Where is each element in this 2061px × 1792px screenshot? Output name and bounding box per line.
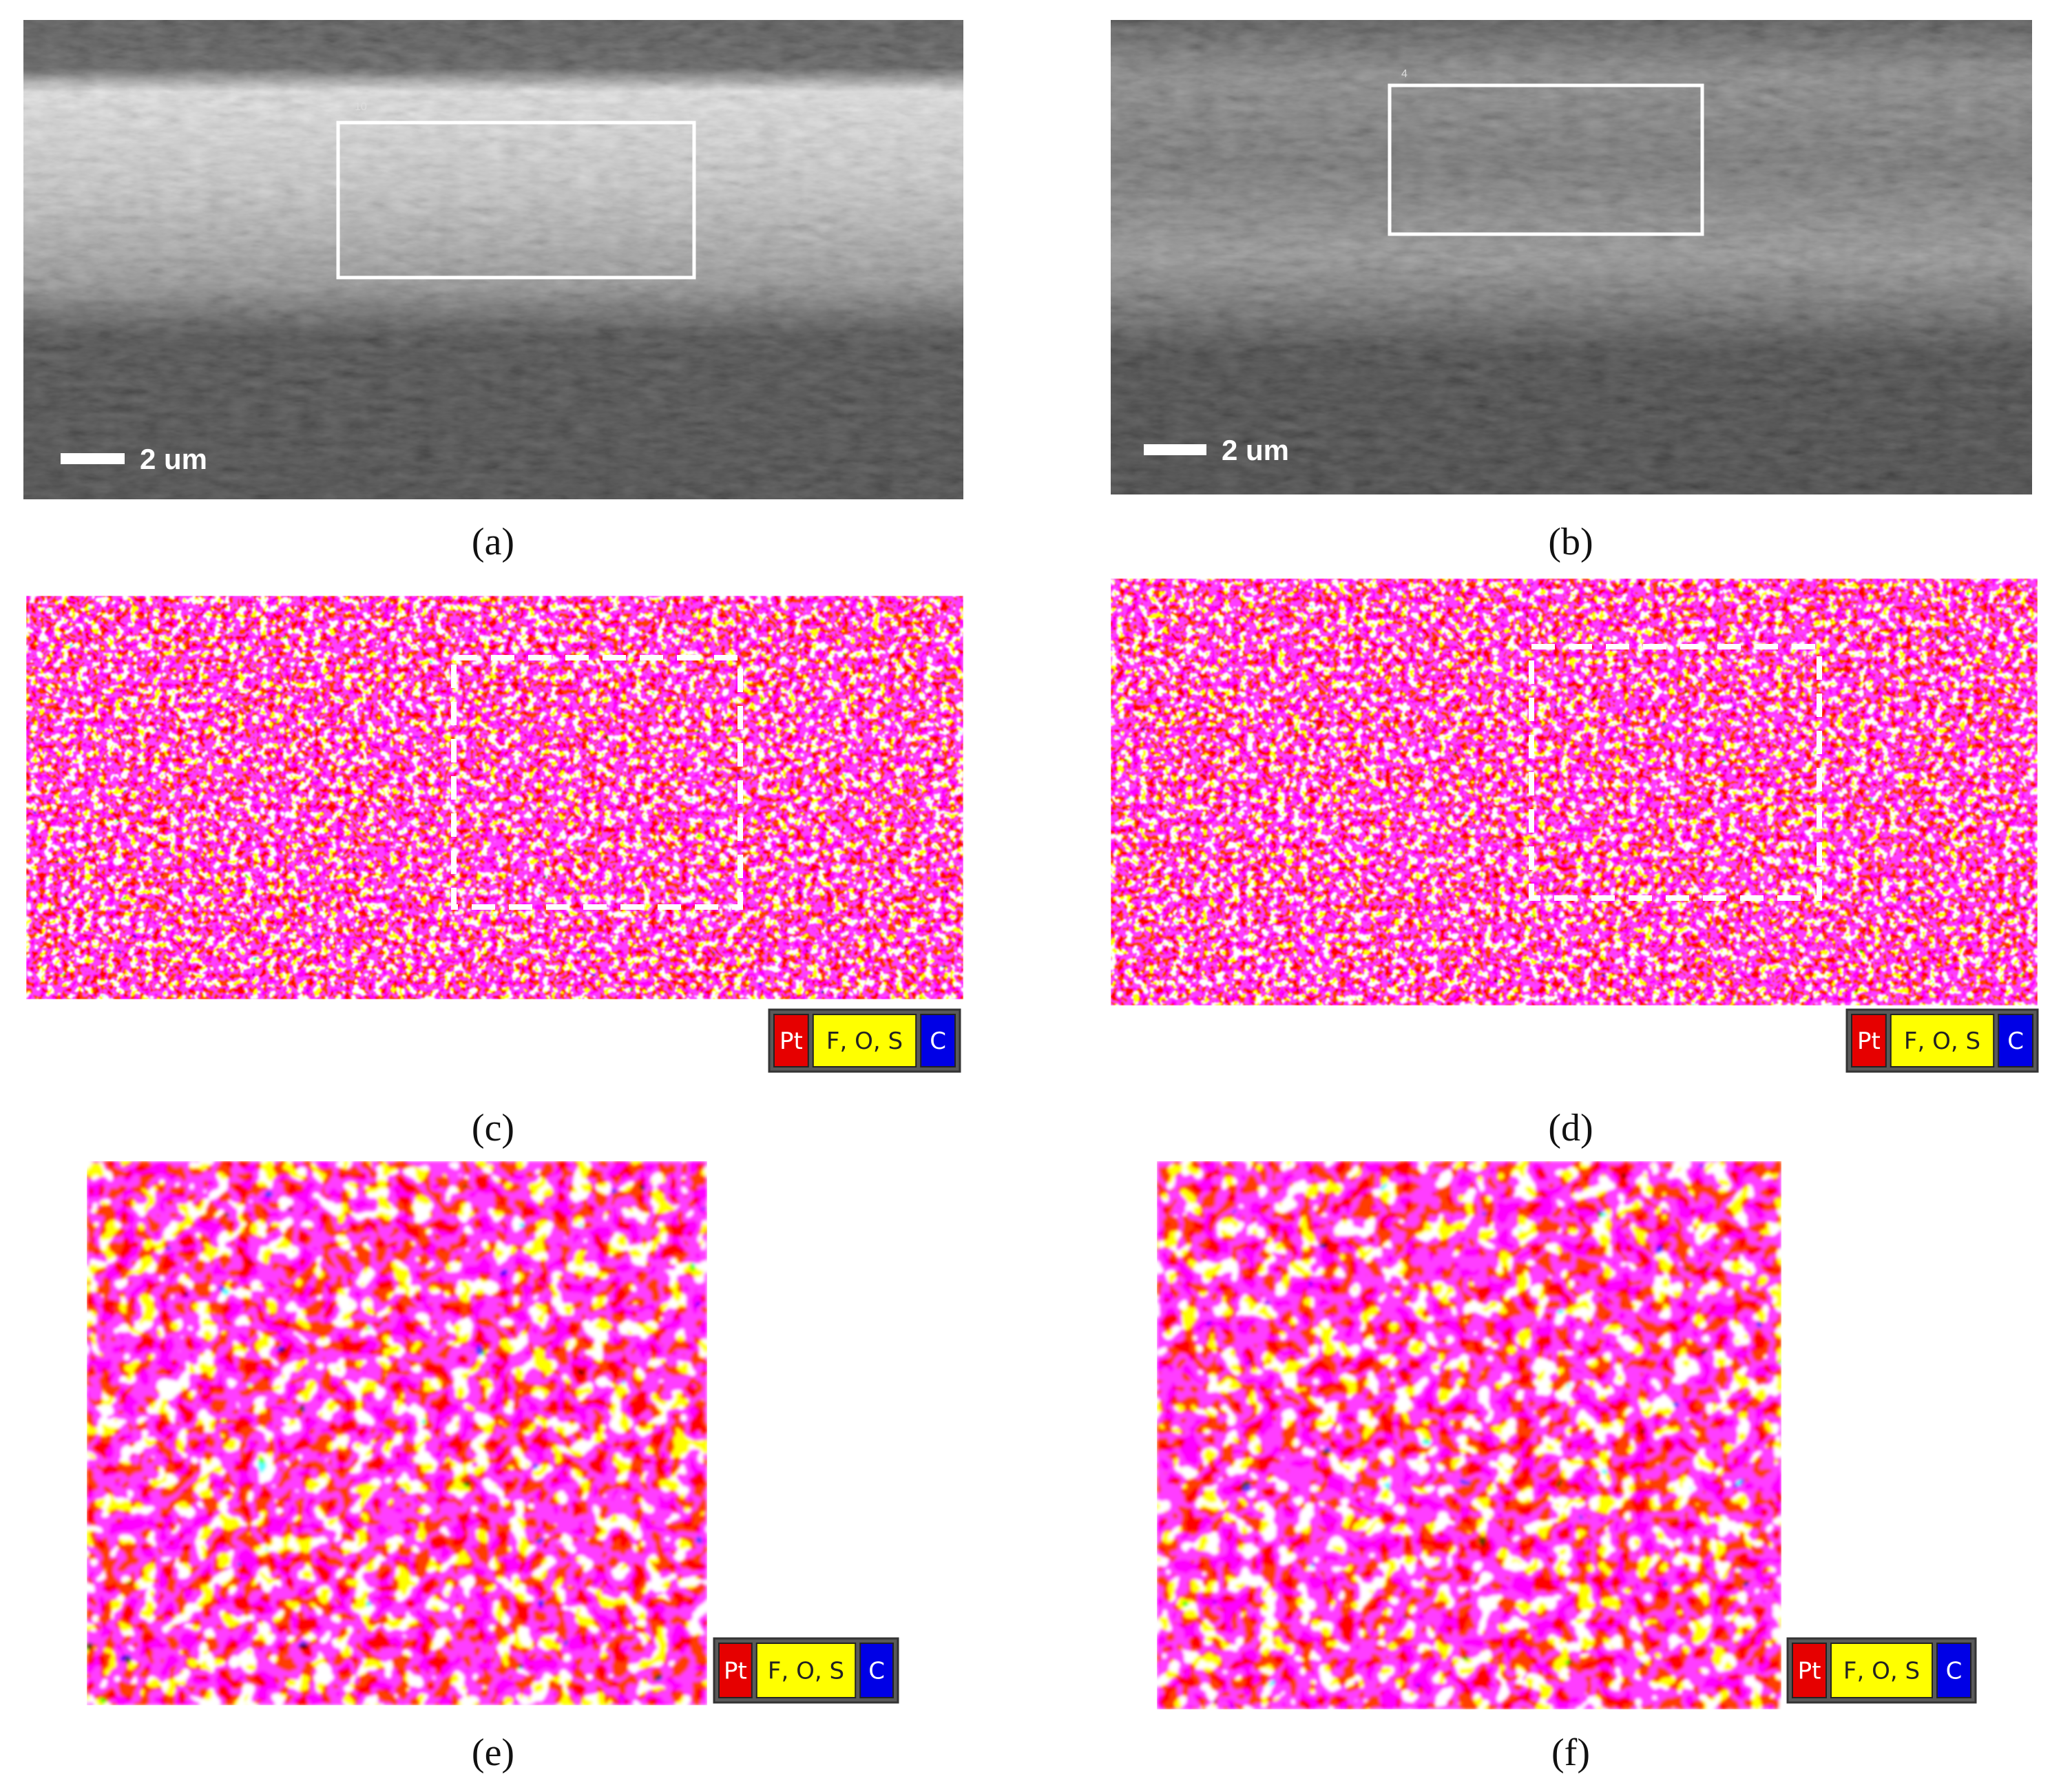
scale-bar-label: 2 um <box>140 443 207 475</box>
legend-label: F, O, S <box>1843 1658 1920 1685</box>
legend-swatch <box>1830 1643 1933 1698</box>
region-box <box>1529 644 1822 901</box>
eds-map <box>26 596 963 999</box>
legend-label: C <box>868 1658 885 1685</box>
panel-label: (a) <box>472 521 514 563</box>
sem-texture <box>23 20 963 499</box>
eds-map <box>1157 1161 1781 1709</box>
region-box <box>1388 83 1704 236</box>
scale-bar <box>1144 444 1206 455</box>
legend-swatch <box>1851 1014 1887 1067</box>
legend-label: Pt <box>780 1028 803 1055</box>
legend-label: F, O, S <box>826 1028 903 1055</box>
legend-swatch <box>812 1014 917 1067</box>
legend-label: Pt <box>1857 1028 1881 1055</box>
legend-swatch <box>1890 1014 1995 1067</box>
legend-swatch <box>755 1643 857 1698</box>
legend-label: C <box>2007 1028 2024 1055</box>
box-label: 4 <box>1401 68 1408 80</box>
legend-swatch <box>1792 1643 1827 1698</box>
scale-bar-label: 2 um <box>1222 434 1289 466</box>
panel-label: (f) <box>1551 1731 1590 1774</box>
legend-label: F, O, S <box>768 1658 844 1685</box>
legend-label: Pt <box>724 1658 747 1685</box>
sem-texture <box>1111 20 2032 494</box>
legend-label: F, O, S <box>1904 1028 1980 1055</box>
legend-swatch <box>718 1643 753 1698</box>
panel-label: (d) <box>1548 1107 1593 1149</box>
panel-label: (e) <box>472 1731 514 1774</box>
legend-swatch <box>920 1014 956 1067</box>
legend-swatch <box>859 1643 894 1698</box>
legend-label: Pt <box>1798 1658 1821 1685</box>
legend-label: C <box>930 1028 946 1055</box>
legend-label: C <box>1946 1658 1963 1685</box>
box-label: 10 <box>355 101 367 113</box>
legend-swatch <box>773 1014 809 1067</box>
eds-map <box>1111 579 2038 1006</box>
region-box <box>336 121 696 280</box>
legend-swatch <box>1936 1643 1971 1698</box>
panel-label: (b) <box>1548 521 1593 563</box>
eds-map <box>87 1161 707 1705</box>
legend-swatch <box>1998 1014 2033 1067</box>
panel-label: (c) <box>472 1107 514 1149</box>
region-box <box>451 655 743 910</box>
scale-bar <box>61 453 125 464</box>
